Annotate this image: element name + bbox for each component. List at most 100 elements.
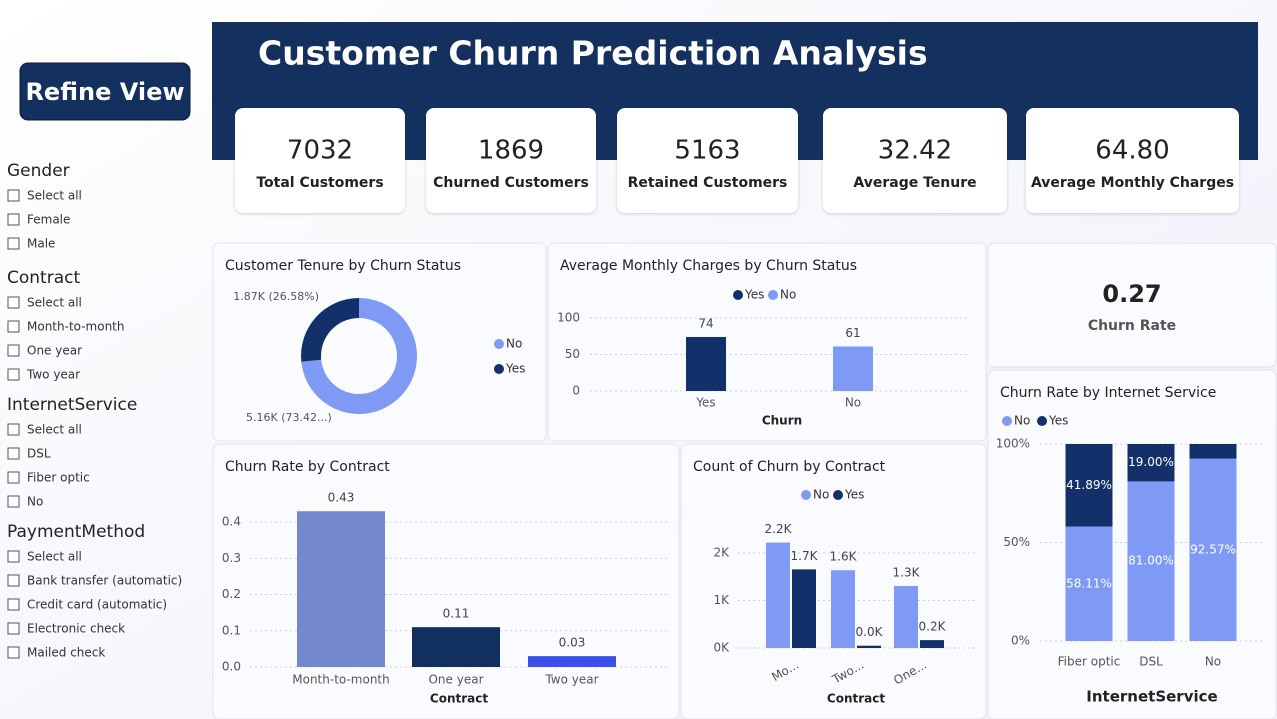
bar (833, 346, 873, 391)
bar-segment (1127, 444, 1175, 482)
data-label: 92.57% (1190, 542, 1236, 556)
checkbox[interactable] (7, 189, 20, 202)
checkbox[interactable] (7, 646, 20, 659)
filter-option[interactable]: Select all (27, 423, 82, 437)
checkbox[interactable] (7, 622, 20, 635)
kpi-label: Retained Customers (628, 175, 788, 191)
checkbox[interactable] (7, 574, 20, 587)
data-label: 0.11 (443, 607, 470, 621)
data-label: 1.7K (791, 549, 819, 563)
checkbox[interactable] (7, 423, 20, 436)
checkbox[interactable] (7, 320, 20, 333)
checkbox[interactable] (7, 598, 20, 611)
filter-option[interactable]: Female (27, 213, 70, 227)
filter-option[interactable]: Select all (27, 550, 82, 564)
checkbox[interactable] (7, 447, 20, 460)
filter-option[interactable]: Select all (27, 296, 82, 310)
checkbox[interactable] (7, 471, 20, 484)
filter-title: PaymentMethod (7, 522, 145, 542)
filter-option[interactable]: Fiber optic (27, 471, 90, 485)
x-axis-title: InternetService (1086, 688, 1217, 706)
legend-dot (768, 290, 778, 300)
y-tick-label: 2K (713, 546, 730, 560)
y-tick-label: 100% (996, 437, 1030, 451)
kpi-label: Average Tenure (853, 175, 976, 191)
filter-option[interactable]: No (27, 495, 43, 509)
refine-button-label[interactable]: Refine View (25, 78, 184, 106)
kpi-value: 5163 (674, 136, 740, 166)
checkbox[interactable] (7, 550, 20, 563)
filter-option[interactable]: Electronic check (27, 622, 125, 636)
y-tick-label: 0.2 (222, 587, 241, 601)
kpi-label: Total Customers (256, 175, 383, 191)
filter-option[interactable]: Male (27, 237, 55, 251)
filter-option[interactable]: Bank transfer (automatic) (27, 574, 182, 588)
data-label: 0.03 (559, 636, 586, 650)
checkbox[interactable] (7, 368, 20, 381)
data-label: 2.2K (765, 522, 793, 536)
page-title: Customer Churn Prediction Analysis (258, 34, 928, 73)
bar (528, 656, 616, 667)
x-tick-label: One year (428, 673, 483, 687)
y-tick-label: 100 (557, 311, 580, 325)
filter-option[interactable]: Month-to-month (27, 320, 125, 334)
chart-title: Churn Rate by Internet Service (1000, 385, 1216, 401)
data-label: 0.2K (919, 620, 947, 634)
x-tick-label: Month-to-month (292, 673, 390, 687)
x-tick-label: Fiber optic (1058, 655, 1121, 669)
filter-option[interactable]: Mailed check (27, 646, 105, 660)
kpi-value: 64.80 (1095, 136, 1169, 166)
checkbox[interactable] (7, 237, 20, 250)
kpi-value: 1869 (478, 136, 544, 166)
checkbox[interactable] (7, 344, 20, 357)
checkbox[interactable] (7, 213, 20, 226)
refine-button[interactable] (19, 62, 191, 121)
bar (857, 645, 881, 648)
legend-label: No (813, 488, 829, 502)
y-tick-label: 1K (713, 593, 730, 607)
bar (297, 511, 385, 667)
legend-label: No (1014, 414, 1030, 428)
y-tick-label: 50 (565, 347, 580, 361)
donut-slice (301, 298, 417, 414)
legend-label: Yes (744, 288, 764, 302)
bar (412, 627, 500, 667)
data-label: 58.11% (1066, 576, 1112, 590)
y-tick-label: 0.0 (222, 660, 241, 674)
x-tick-label: No (1205, 655, 1221, 669)
legend-dot (833, 490, 843, 500)
legend-label: Yes (844, 488, 864, 502)
data-label: 1.3K (893, 565, 921, 579)
kpi-card (235, 108, 405, 213)
legend-dot (733, 290, 743, 300)
data-label: 1.6K (830, 550, 858, 564)
data-label: 19.00% (1128, 455, 1174, 469)
filter-option[interactable]: Select all (27, 189, 82, 203)
filter-option[interactable]: DSL (27, 447, 51, 461)
checkbox[interactable] (7, 495, 20, 508)
filter-option[interactable]: One year (27, 344, 82, 358)
donut-slice (301, 298, 359, 362)
y-tick-label: 0% (1011, 634, 1030, 648)
checkbox[interactable] (7, 296, 20, 309)
kpi-label: Churned Customers (433, 175, 589, 191)
data-label: 5.16K (73.42...) (246, 411, 332, 424)
data-label: 0.0K (856, 625, 884, 639)
legend-dot (494, 364, 504, 374)
legend-dot (494, 339, 504, 349)
legend-label: Yes (505, 362, 525, 376)
legend-label: No (506, 337, 522, 351)
legend-dot (1037, 416, 1047, 426)
bar (766, 542, 790, 648)
y-tick-label: 50% (1003, 535, 1030, 549)
data-label: 0.43 (328, 491, 355, 505)
chart-title: Customer Tenure by Churn Status (225, 258, 461, 274)
chart-title: Churn Rate by Contract (225, 459, 390, 475)
x-tick-label: No (845, 396, 861, 410)
filter-option[interactable]: Two year (26, 368, 80, 382)
filter-option[interactable]: Credit card (automatic) (27, 598, 167, 612)
chart-title: Average Monthly Charges by Churn Status (560, 258, 857, 274)
bar-segment (1189, 458, 1237, 641)
kpi-value: 7032 (287, 136, 353, 166)
filter-title: InternetService (7, 395, 137, 415)
